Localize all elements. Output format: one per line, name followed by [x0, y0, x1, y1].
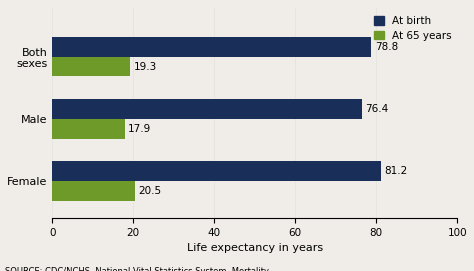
Text: 20.5: 20.5	[138, 186, 162, 196]
Text: 81.2: 81.2	[384, 166, 408, 176]
Bar	[52, 181, 135, 201]
Bar	[52, 99, 362, 119]
Text: 78.8: 78.8	[374, 42, 398, 52]
Bar	[52, 161, 381, 181]
Text: SOURCE: CDC/NCHS, National Vital Statistics System, Mortality.: SOURCE: CDC/NCHS, National Vital Statist…	[5, 267, 270, 271]
Text: 17.9: 17.9	[128, 124, 151, 134]
Legend: At birth, At 65 years: At birth, At 65 years	[374, 16, 452, 41]
Text: 19.3: 19.3	[134, 62, 157, 72]
X-axis label: Life expectancy in years: Life expectancy in years	[187, 243, 323, 253]
Bar	[52, 119, 125, 138]
Bar	[52, 57, 130, 76]
Bar	[52, 37, 371, 57]
Text: 76.4: 76.4	[365, 104, 388, 114]
